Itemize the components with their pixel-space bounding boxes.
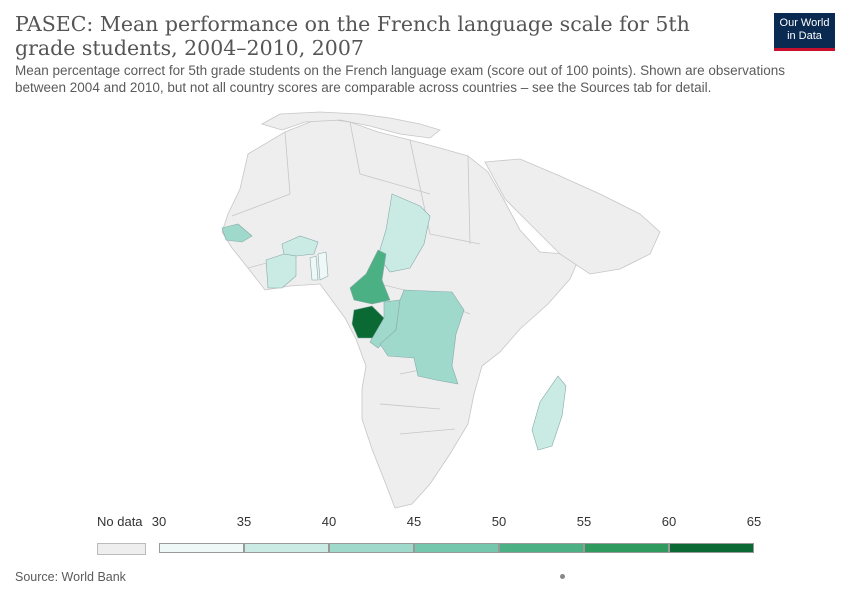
owid-logo[interactable]: Our World in Data xyxy=(774,13,835,51)
legend-tick-30: 30 xyxy=(151,514,167,529)
legend-bin-55-60[interactable] xyxy=(584,543,669,553)
country-benin[interactable] xyxy=(317,251,329,281)
country-senegal[interactable] xyxy=(221,223,253,243)
legend-bin-50-55[interactable] xyxy=(499,543,584,553)
legend-bin-40-45[interactable] xyxy=(329,543,414,553)
chart-title: PASEC: Mean performance on the French la… xyxy=(15,12,690,60)
country-cameroon[interactable] xyxy=(349,249,391,305)
world-map[interactable] xyxy=(0,104,850,514)
country-madagascar[interactable] xyxy=(531,375,567,451)
legend-tick-60: 60 xyxy=(661,514,677,529)
legend-bin-45-50[interactable] xyxy=(414,543,499,553)
legend-tick-45: 45 xyxy=(406,514,422,529)
country-dr-congo[interactable] xyxy=(379,289,465,385)
legend: No data 30 35 40 45 50 55 60 65 xyxy=(0,512,850,562)
europe-landmass xyxy=(260,111,441,139)
logo-line-1: Our World xyxy=(779,17,830,29)
logo-line-2: in Data xyxy=(787,30,822,42)
country-cote-divoire[interactable] xyxy=(265,253,297,289)
legend-bin-30-35[interactable] xyxy=(159,543,244,553)
chart-subtitle: Mean percentage correct for 5th grade st… xyxy=(15,63,785,95)
timeline-dot[interactable] xyxy=(560,574,565,579)
legend-tick-65: 65 xyxy=(746,514,762,529)
country-chad[interactable] xyxy=(377,193,431,273)
legend-tick-35: 35 xyxy=(236,514,252,529)
source-note: Source: World Bank xyxy=(15,570,126,584)
legend-tick-50: 50 xyxy=(491,514,507,529)
legend-bin-60-65[interactable] xyxy=(669,543,754,553)
legend-no-data-label: No data xyxy=(97,514,143,529)
legend-bin-35-40[interactable] xyxy=(244,543,329,553)
country-togo[interactable] xyxy=(309,255,319,281)
legend-tick-55: 55 xyxy=(576,514,592,529)
legend-no-data-swatch xyxy=(97,543,146,555)
legend-tick-40: 40 xyxy=(321,514,337,529)
arabia-landmass xyxy=(484,158,661,275)
